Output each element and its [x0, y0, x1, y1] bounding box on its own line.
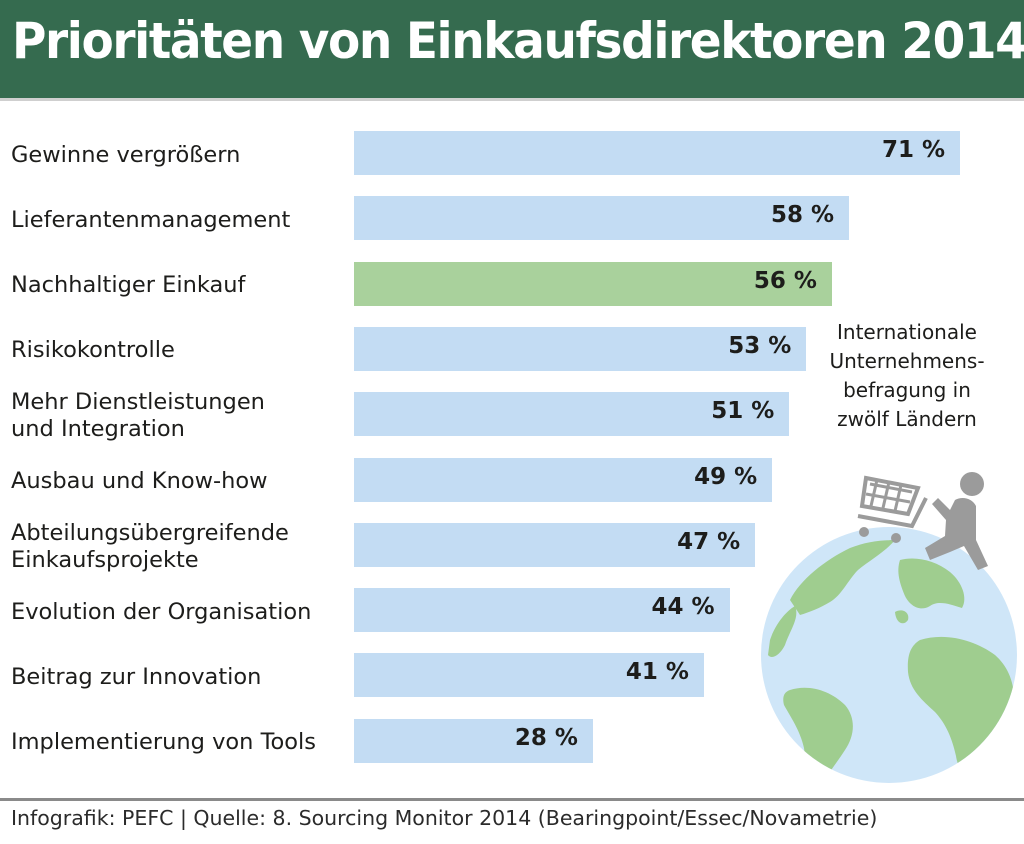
- category-label-line: Einkaufsprojekte: [11, 546, 199, 573]
- bar-value-label: 49 %: [694, 463, 758, 490]
- bar-value-label: 44 %: [651, 594, 715, 621]
- footer-divider: [0, 798, 1024, 801]
- category-label-line: Mehr Dienstleistungen: [11, 389, 265, 416]
- source-footer: Infografik: PEFC | Quelle: 8. Sourcing M…: [11, 806, 878, 830]
- bar: [354, 588, 730, 633]
- category-label: Mehr Dienstleistungen und Integration: [11, 389, 265, 443]
- category-label-line: Gewinne vergrößern: [11, 141, 241, 168]
- bar-value-label: 51 %: [711, 398, 775, 425]
- category-label-line: Nachhaltiger Einkauf: [11, 272, 246, 299]
- category-label-line: und Integration: [11, 416, 185, 443]
- bar: [354, 457, 773, 502]
- category-label-line: Abteilungsübergreifende: [11, 519, 289, 546]
- survey-note-line: Internationale: [837, 320, 977, 344]
- bar-value-label: 56 %: [753, 267, 817, 294]
- bar: [354, 392, 790, 437]
- bar-value-label: 28 %: [514, 724, 578, 751]
- chart-title: Prioritäten von Einkaufsdirektoren 2014: [12, 12, 1024, 70]
- bar: [354, 196, 850, 241]
- survey-note-line: zwölf Ländern: [837, 407, 977, 431]
- category-label: Beitrag zur Innovation: [11, 664, 261, 691]
- bar: [354, 718, 593, 763]
- bar-value-label: 58 %: [770, 202, 835, 229]
- category-label: Gewinne vergrößern: [11, 142, 240, 169]
- survey-note: Internationale Unternehmens- befragung i…: [812, 318, 1002, 434]
- category-label: Implementierung von Tools: [11, 729, 316, 756]
- header-divider: [0, 98, 1024, 101]
- category-label: Evolution der Organisation: [11, 599, 311, 626]
- bar: [354, 326, 807, 371]
- category-label-line: Beitrag zur Innovation: [11, 663, 262, 690]
- bar: [354, 653, 704, 698]
- bar: [354, 522, 756, 567]
- category-label: Nachhaltiger Einkauf: [11, 272, 245, 299]
- shopping-cart-icon: [857, 475, 928, 543]
- category-label-line: Ausbau und Know-how: [11, 468, 268, 494]
- bar: [354, 131, 960, 175]
- category-label-line: Risikokontrolle: [11, 337, 175, 364]
- person-pushing-cart-icon: [925, 472, 988, 570]
- category-label-line: Implementierung von Tools: [11, 729, 316, 756]
- survey-note-line: Unternehmens-: [829, 349, 985, 373]
- category-label: Ausbau und Know-how: [11, 468, 268, 495]
- category-label-line: Lieferantenmanagement: [11, 206, 291, 233]
- bar-value-label: 71 %: [881, 137, 945, 163]
- bar-value-label: 47 %: [677, 528, 741, 555]
- category-label-line: Evolution der Organisation: [11, 598, 312, 625]
- survey-note-line: befragung in: [843, 378, 971, 402]
- category-label: Lieferantenmanagement: [11, 207, 290, 234]
- bar: [354, 261, 832, 306]
- bar-value-label: 53 %: [728, 332, 792, 359]
- category-label: Risikokontrolle: [11, 337, 175, 364]
- bar-value-label: 41 %: [625, 659, 689, 686]
- header-banner: [0, 0, 1024, 98]
- category-label: Abteilungsübergreifende Einkaufsprojekte: [11, 520, 289, 574]
